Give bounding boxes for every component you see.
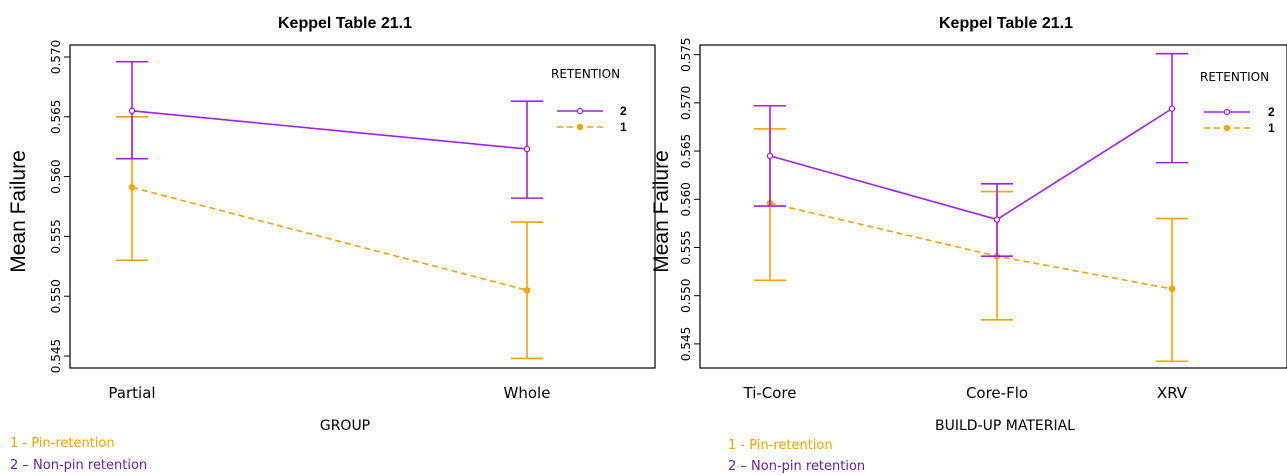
legend-label: 2 — [1268, 105, 1275, 119]
note-pin-retention: 1 - Pin-retention — [10, 436, 115, 451]
series-2 — [754, 52, 1188, 257]
data-point — [128, 107, 136, 115]
y-tick-label: 0.565 — [49, 100, 63, 134]
series-1 — [116, 115, 543, 360]
category-label: Whole — [504, 384, 551, 402]
legend-label: 1 — [1268, 121, 1275, 135]
y-tick-label: 0.570 — [49, 40, 63, 74]
y-tick-label: 0.575 — [679, 37, 693, 71]
y-tick-label: 0.560 — [679, 182, 693, 216]
data-point — [1168, 285, 1176, 293]
category-label: Partial — [108, 384, 155, 402]
category-label: XRV — [1157, 384, 1188, 402]
y-tick-label: 0.550 — [49, 279, 63, 313]
series-line — [131, 110, 528, 150]
legend-marker — [1223, 108, 1231, 116]
series-line — [769, 107, 1173, 221]
y-axis-title: Mean Failure — [7, 150, 30, 273]
data-point — [523, 286, 531, 294]
y-tick-label: 0.550 — [679, 279, 693, 313]
data-point — [523, 145, 531, 153]
category-label: Ti-Core — [743, 384, 797, 402]
chart-panel-1: Keppel Table 21.1 0.545 0.550 0.555 0.560 0.5… — [650, 15, 1287, 474]
legend-title: RETENTION — [1200, 70, 1269, 84]
x-axis-title: GROUP — [320, 418, 370, 434]
legend: RETENTION 2 1 — [1200, 70, 1275, 135]
series-2 — [116, 60, 543, 199]
y-tick-label: 0.555 — [49, 219, 63, 253]
legend-marker — [1223, 124, 1231, 132]
chart-title: Keppel Table 21.1 — [939, 15, 1073, 32]
chart-panel-0: Keppel Table 21.1 0.545 0.550 0.555 0.560 0.5… — [7, 15, 656, 473]
x-axis-title: BUILD-UP MATERIAL — [935, 418, 1075, 434]
series-line — [769, 202, 1173, 290]
chart-title: Keppel Table 21.1 — [278, 15, 412, 32]
series-line — [131, 186, 528, 292]
legend-marker — [576, 123, 584, 131]
data-point — [128, 184, 136, 191]
legend-label: 2 — [620, 104, 627, 118]
plot-frame — [699, 44, 1287, 369]
legend: RETENTION 2 1 — [551, 67, 627, 134]
y-axis-title: Mean Failure — [650, 150, 673, 273]
plot-frame — [69, 44, 656, 369]
data-point — [1168, 105, 1176, 112]
y-tick-label: 0.570 — [679, 86, 693, 120]
y-tick-label: 0.560 — [49, 159, 63, 193]
category-label: Core-Flo — [966, 384, 1028, 402]
legend-title: RETENTION — [551, 67, 620, 81]
note-non-pin-retention: 2 – Non-pin retention — [10, 458, 147, 473]
data-point — [993, 216, 1001, 223]
y-tick-label: 0.565 — [679, 134, 693, 168]
y-tick-label: 0.545 — [49, 339, 63, 373]
legend-label: 1 — [620, 120, 627, 134]
y-tick-label: 0.555 — [679, 230, 693, 264]
note-non-pin-retention: 2 – Non-pin retention — [728, 459, 865, 474]
note-pin-retention: 1 - Pin-retention — [728, 438, 833, 453]
legend-marker — [576, 107, 584, 115]
data-point — [766, 152, 774, 160]
y-tick-label: 0.545 — [679, 327, 693, 361]
series-1 — [754, 128, 1188, 363]
